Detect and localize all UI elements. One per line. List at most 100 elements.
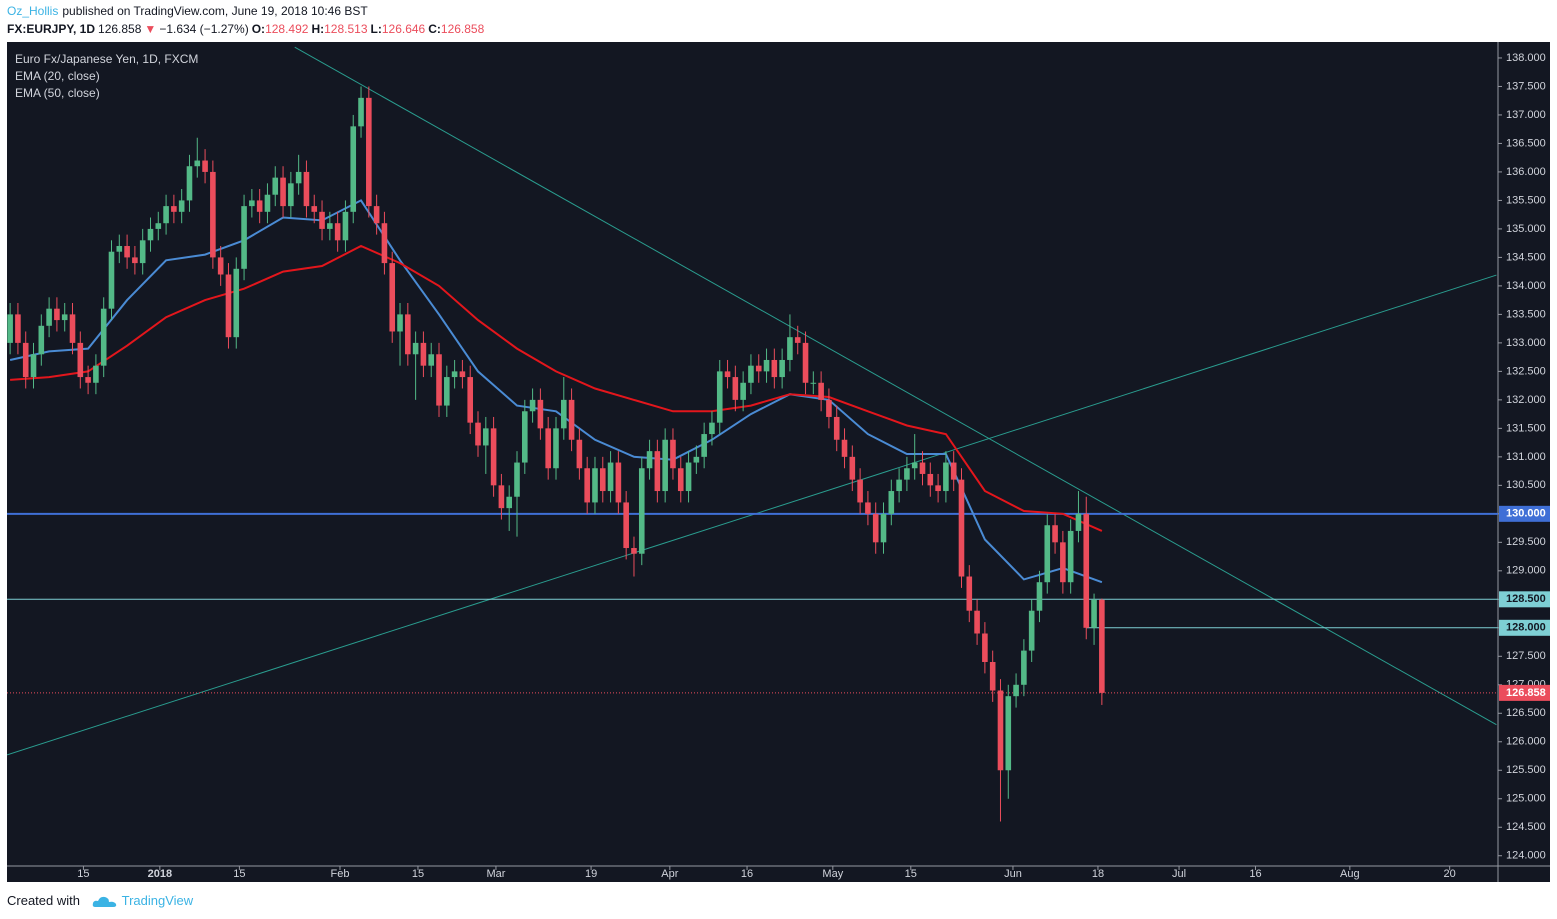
quote-line: FX:EURJPY, 1D 126.858 ▼ −1.634 (−1.27%) O:12… (7, 22, 487, 36)
price-label-box (1499, 591, 1550, 608)
close-label: C: (428, 22, 441, 36)
candle-body (841, 439, 848, 457)
candle-body (272, 177, 279, 195)
y-tick-label: 135.500 (1506, 194, 1546, 206)
candle-body (997, 690, 1004, 771)
candle-body (373, 206, 380, 224)
candle-body (810, 382, 817, 384)
candle-body (716, 371, 723, 423)
candle-body (163, 206, 169, 224)
open-label: O: (251, 22, 266, 36)
candle-body (732, 377, 739, 400)
candle-body (1052, 525, 1058, 543)
candle-body (935, 485, 941, 492)
candle-body (755, 365, 762, 372)
candle-body (69, 314, 76, 343)
plot-area (7, 46, 1498, 822)
candle-body (256, 200, 263, 212)
candle-body (412, 342, 419, 355)
candle-body (1091, 599, 1097, 628)
candle-body (693, 456, 700, 463)
close: 126.858 (440, 22, 485, 36)
candle-body (654, 451, 661, 492)
candle-body (701, 434, 707, 457)
candle-body (748, 365, 754, 383)
candle-body (927, 473, 934, 486)
low-label: L: (370, 22, 382, 36)
x-tick-label: 15 (412, 868, 424, 880)
candle-body (1044, 525, 1051, 583)
candle-body (1083, 513, 1090, 628)
candle-body (872, 513, 879, 543)
candle-body (740, 382, 746, 400)
candle-body (771, 359, 778, 378)
candle-body (202, 160, 208, 172)
candle-body (381, 223, 388, 264)
low: 126.646 (381, 22, 426, 36)
y-tick-label: 133.000 (1506, 337, 1546, 349)
x-tick-label: 18 (1092, 868, 1104, 880)
candle-body (646, 451, 653, 469)
candle-body (124, 246, 130, 258)
ema-line (9, 199, 1103, 584)
candle-body (599, 468, 606, 492)
candle-body (54, 308, 60, 321)
candle-body (553, 428, 559, 469)
arrow: ▼ (144, 22, 157, 36)
candle-body (974, 610, 980, 634)
candle-body (93, 365, 99, 383)
x-tick-label: 15 (233, 868, 245, 880)
candle-body (950, 462, 957, 480)
candle-body (498, 485, 505, 509)
candle-body (826, 399, 832, 417)
open: 128.492 (265, 22, 309, 36)
candle-body (584, 468, 590, 503)
y-tick-label: 137.000 (1506, 109, 1546, 121)
candle-body (194, 160, 201, 167)
x-tick-label: 15 (905, 868, 917, 880)
candle-body (514, 462, 520, 497)
candle-body (1005, 696, 1012, 771)
legend-entry: EMA (20, close) (15, 69, 100, 83)
candle-body (295, 171, 302, 184)
candle-body (241, 206, 247, 269)
candle-body (919, 462, 926, 474)
candle-body (779, 359, 785, 378)
ema-line (10, 244, 1103, 532)
candle-body (1013, 684, 1019, 697)
candle-body (592, 468, 598, 503)
candle-body (327, 223, 333, 229)
candle-body (802, 342, 809, 383)
candle-body (943, 462, 949, 492)
trend-line (294, 46, 1497, 726)
candle-body (904, 468, 910, 480)
candle-body (685, 462, 692, 492)
candle-body (100, 308, 107, 366)
chart-background (7, 42, 1550, 882)
candle-body (724, 371, 731, 378)
y-tick-label: 125.000 (1506, 793, 1546, 805)
candle-body (982, 633, 988, 662)
author[interactable]: Oz_Hollis (7, 4, 59, 18)
candle-body (467, 377, 474, 423)
candle-body (7, 314, 13, 343)
x-tick-label: May (822, 868, 843, 880)
price-label: 130.000 (1506, 508, 1546, 520)
candle-body (1060, 542, 1066, 583)
brand[interactable]: TradingView (121, 893, 194, 908)
change: −1.634 (−1.27%) (159, 22, 249, 36)
candle-body (444, 377, 450, 406)
candle-body (451, 371, 458, 378)
x-tick-label: 15 (77, 868, 89, 880)
x-tick-label: Jun (1004, 868, 1022, 880)
trend-line (7, 274, 1497, 756)
y-tick-label: 138.000 (1506, 52, 1546, 64)
candle-body (833, 416, 840, 440)
candle-body (506, 496, 512, 509)
candle-body (615, 462, 622, 503)
candle-body (794, 337, 801, 343)
candle-body (865, 502, 871, 514)
candle-body (350, 126, 357, 212)
candle-body (116, 246, 123, 252)
candle-body (280, 177, 286, 207)
